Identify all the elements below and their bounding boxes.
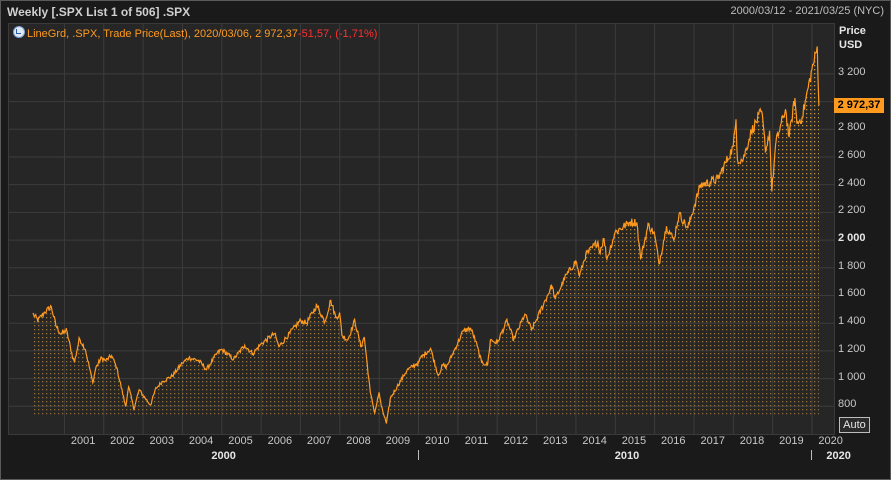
legend-change: -51,57, (-1,71%): [297, 28, 378, 40]
x-tick-label: 2004: [188, 435, 214, 447]
y-tick-label: 800: [838, 398, 857, 411]
y-tick-label: 1 400: [838, 315, 866, 328]
y-tick-label: 2 600: [838, 148, 866, 161]
x-tick-label: 2005: [228, 435, 253, 447]
x-tick-label: 2002: [110, 435, 135, 447]
x-tick-label: 2010: [424, 435, 450, 447]
y-tick-label: 1 600: [838, 287, 866, 300]
price-area-fill: [32, 46, 820, 424]
plot-area[interactable]: LineGrd, .SPX, Trade Price(Last), 2020/0…: [8, 23, 835, 435]
x-tick-label: 2006: [267, 435, 293, 447]
date-range: 2000/03/12 - 2021/03/25 (NYC): [730, 5, 885, 17]
title-bar: Weekly [.SPX List 1 of 506] .SPX 2000/03…: [1, 1, 890, 23]
x-tick-label: 2011: [464, 435, 489, 447]
y-tick-label: 1 800: [838, 259, 866, 272]
x-tick-label: 2017: [700, 435, 725, 447]
y-tick-label: 2 200: [838, 204, 866, 217]
price-line: [32, 46, 820, 424]
y-tick-label: 1 000: [838, 370, 866, 383]
x-axis: 2001 2002 2003 2004 2005 2006 2007 2008 2009 2010…: [8, 433, 851, 477]
y-axis: 800 1 000 1 200 1 400 1 600 1 800 2 000 2 200 2 …: [834, 23, 890, 433]
y-tick-label: 2 800: [838, 121, 866, 134]
last-price-marker: 2 972,37: [834, 98, 884, 113]
legend-date-value: 2020/03/06, 2 972,37: [190, 28, 298, 40]
x-decade-label: 2020: [826, 450, 851, 462]
y-tick-label: 3 200: [838, 65, 866, 78]
price-chart: [9, 24, 834, 434]
x-tick-label: 2018: [739, 435, 765, 447]
x-decade-separator: [417, 450, 419, 460]
x-decade-separator: [811, 450, 812, 460]
y-axis-title-currency: USD: [839, 39, 863, 51]
x-tick-label: 2015: [621, 435, 647, 447]
x-tick-label: 2001: [70, 435, 96, 447]
x-tick-label: 2020: [818, 435, 843, 447]
y-tick-label: 2 400: [838, 176, 866, 189]
x-tick-label: 2019: [779, 435, 804, 447]
y-axis-title: Price USD: [839, 24, 866, 52]
x-decade-label: 2000: [211, 450, 236, 462]
x-tick-label: 2008: [346, 435, 371, 447]
series-legend[interactable]: LineGrd, .SPX, Trade Price(Last), 2020/0…: [13, 26, 377, 40]
y-tick-label: 1 200: [838, 342, 866, 355]
x-tick-label: 2016: [661, 435, 686, 447]
y-axis-title-price: Price: [839, 25, 866, 37]
x-tick-label: 2003: [149, 435, 174, 447]
x-tick-label: 2007: [306, 435, 332, 447]
x-tick-label: 2009: [385, 435, 411, 447]
auto-scale-button[interactable]: Auto: [839, 417, 870, 433]
series-settings-icon[interactable]: [13, 26, 25, 38]
y-tick-label: 2 000: [838, 232, 866, 245]
legend-series-label: LineGrd, .SPX, Trade Price(Last),: [27, 28, 191, 40]
x-decade-label: 2010: [614, 450, 640, 462]
x-tick-label: 2012: [503, 435, 529, 447]
x-tick-label: 2013: [543, 435, 568, 447]
x-tick-label: 2014: [582, 435, 607, 447]
chart-title: Weekly [.SPX List 1 of 506] .SPX: [7, 5, 191, 19]
